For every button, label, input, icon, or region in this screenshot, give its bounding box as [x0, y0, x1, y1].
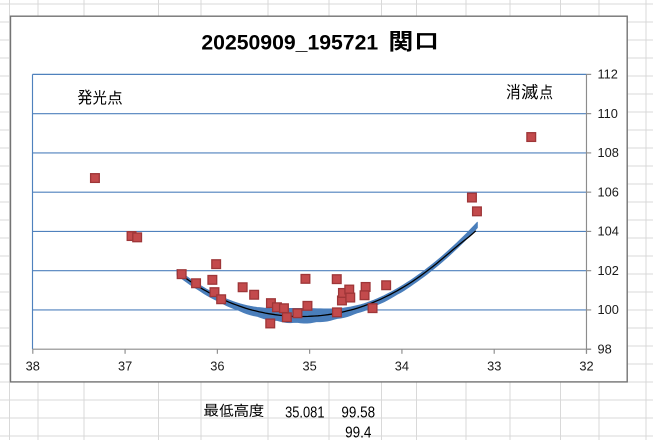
svg-text:102: 102 — [598, 263, 619, 278]
svg-text:104: 104 — [598, 224, 619, 239]
svg-text:20250909_195721: 20250909_195721 — [201, 32, 378, 55]
svg-text:110: 110 — [598, 106, 618, 121]
svg-text:36: 36 — [210, 359, 224, 374]
svg-text:38: 38 — [26, 359, 40, 374]
svg-text:33: 33 — [487, 359, 501, 374]
svg-text:34: 34 — [395, 359, 409, 374]
svg-text:108: 108 — [598, 145, 619, 160]
svg-text:106: 106 — [598, 185, 619, 200]
svg-text:99.58: 99.58 — [341, 405, 375, 422]
svg-text:37: 37 — [118, 359, 132, 374]
svg-text:99.4: 99.4 — [345, 424, 371, 440]
svg-text:35: 35 — [302, 359, 316, 374]
svg-text:112: 112 — [598, 67, 618, 82]
svg-text:98: 98 — [598, 342, 612, 357]
svg-text:100: 100 — [598, 302, 619, 317]
svg-text:32: 32 — [579, 359, 593, 374]
svg-text:35.081: 35.081 — [285, 405, 324, 422]
